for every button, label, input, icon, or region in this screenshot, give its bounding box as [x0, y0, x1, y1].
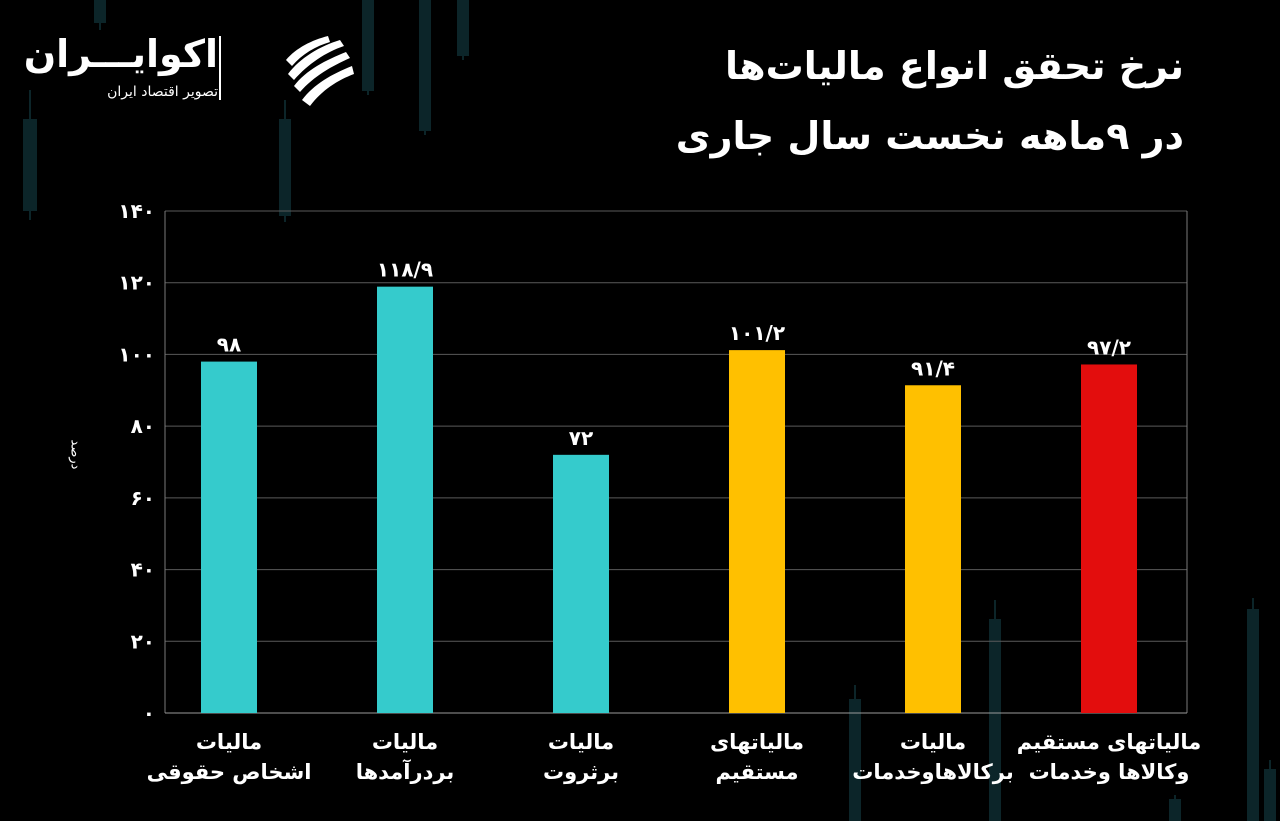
y-tick-label: ۲۰: [131, 629, 155, 653]
bar-value-label: ۷۲: [569, 426, 593, 450]
bar-value-label: ۱۱۸/۹: [377, 258, 433, 282]
chart-title-line-1: نرخ تحقق انواع مالیات‌ها: [725, 44, 1184, 88]
x-tick-label-line: برکالاهاوخدمات: [852, 760, 1014, 784]
x-tick-label: مالیات اشخاص حقوقی: [134, 727, 324, 787]
bar: [377, 286, 433, 713]
ecoiran-logo: اکوایـــران تصویر اقتصاد ایران: [24, 32, 354, 112]
x-tick-label-line: بردرآمدها: [355, 760, 455, 784]
x-tick-label: مالیات بردرآمدها: [310, 727, 500, 787]
x-tick-label-line: مستقیم: [715, 760, 799, 784]
x-tick-label-line: مالیات: [195, 730, 263, 754]
x-tick-label: مالیات برثروت: [486, 727, 676, 787]
chart-title-line-2: در ۹ماهه نخست سال جاری: [675, 114, 1184, 158]
x-tick-label-line: برثروت: [542, 760, 620, 784]
x-tick-label-line: اشخاص حقوقی: [146, 760, 312, 784]
bar: [553, 454, 609, 713]
logo-tagline: تصویر اقتصاد ایران: [107, 84, 218, 100]
y-tick-label: ۱۲۰: [118, 271, 155, 295]
x-tick-label-line: مالیات: [899, 730, 967, 754]
x-tick-label-line: وکالاها وخدمات: [1028, 760, 1190, 784]
x-tick-label-line: مالیاتهای مستقیم: [1016, 730, 1202, 754]
bar-value-label: ۱۰۱/۲: [729, 321, 785, 345]
x-tick-label-line: مالیاتهای: [709, 730, 805, 754]
x-tick-label: مالیاتهای مستقیم وکالاها وخدمات: [1014, 727, 1204, 787]
y-tick-label: ۶۰: [131, 486, 155, 510]
bar: [729, 350, 785, 713]
logo-name: اکوایـــران: [23, 32, 218, 76]
y-tick-label: ۴۰: [131, 558, 155, 582]
bar: [201, 361, 257, 713]
x-tick-label-line: مالیات: [371, 730, 439, 754]
bar-value-label: ۹۸: [217, 333, 241, 357]
y-tick-label: ۸۰: [131, 414, 155, 438]
x-tick-label-line: مالیات: [547, 730, 615, 754]
bar-value-label: ۹۱/۴: [911, 356, 955, 380]
ecoiran-logo-icon: [286, 36, 354, 106]
bar: [905, 385, 961, 713]
x-tick-label: مالیاتهای مستقیم: [662, 727, 852, 787]
y-axis-label: درصد: [67, 439, 83, 470]
logo-divider: [219, 36, 221, 100]
x-tick-label: مالیات برکالاهاوخدمات: [838, 727, 1028, 787]
y-tick-label: ۱۴۰: [118, 199, 155, 223]
y-tick-label: ۱۰۰: [118, 342, 155, 366]
y-tick-label: ۰: [143, 701, 155, 725]
bar-value-label: ۹۷/۲: [1087, 335, 1131, 359]
bar: [1081, 364, 1137, 713]
